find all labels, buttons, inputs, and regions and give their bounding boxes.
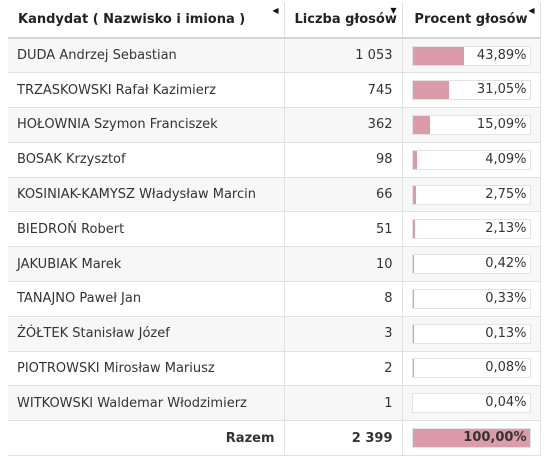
percent-bar-fill: [412, 185, 416, 204]
table-row: ŻÓŁTEK Stanisław Józef 3 0,13%: [8, 316, 541, 352]
total-percent-bar-fill: [412, 429, 530, 448]
vote-count: 1: [284, 385, 403, 422]
candidate-name: BOSAK Krzysztof: [8, 142, 285, 178]
table-row: TRZASKOWSKI Rafał Kazimierz 745 31,05%: [8, 72, 541, 109]
percent-value: 2,75%: [485, 186, 527, 202]
total-percent-cell: 100,00%: [402, 420, 541, 456]
table-row: DUDA Andrzej Sebastian 1 053 43,89%: [8, 38, 541, 74]
percent-bar: 2,75%: [411, 184, 531, 205]
table-row: WITKOWSKI Waldemar Włodzimierz 1 0,04%: [8, 385, 541, 422]
percent-bar: 0,08%: [411, 358, 531, 379]
total-label: Razem: [8, 420, 285, 456]
column-header-percent-label: Procent głosów: [414, 12, 528, 27]
percent-value: 0,33%: [485, 290, 527, 306]
percent-bar: 0,04%: [411, 393, 531, 414]
table-body: DUDA Andrzej Sebastian 1 053 43,89% TRZA…: [8, 38, 541, 456]
percent-bar: 15,09%: [411, 114, 531, 135]
header-row: Kandydat ( Nazwisko i imiona ) ◀ Liczba …: [8, 2, 541, 39]
vote-count: 3: [284, 316, 403, 352]
percent-bar-fill: [412, 46, 464, 65]
percent-cell: 2,13%: [402, 211, 541, 248]
percent-cell: 15,09%: [402, 107, 541, 143]
column-header-percent[interactable]: Procent głosów ◀: [402, 2, 541, 39]
vote-count: 10: [284, 246, 403, 282]
percent-bar: 2,13%: [411, 219, 531, 240]
percent-value: 2,13%: [485, 221, 527, 237]
vote-count: 2: [284, 351, 403, 387]
candidate-name: WITKOWSKI Waldemar Włodzimierz: [8, 385, 285, 422]
vote-count: 98: [284, 142, 403, 178]
percent-cell: 0,42%: [402, 246, 541, 282]
vote-count: 745: [284, 72, 403, 109]
percent-value: 4,09%: [485, 151, 527, 167]
vote-count: 66: [284, 177, 403, 213]
percent-value: 15,09%: [476, 116, 527, 132]
table-row: TANAJNO Paweł Jan 8 0,33%: [8, 281, 541, 317]
percent-cell: 2,75%: [402, 177, 541, 213]
column-header-candidate-label: Kandydat ( Nazwisko i imiona ): [18, 12, 246, 27]
percent-bar: 43,89%: [411, 45, 531, 66]
percent-bar: 4,09%: [411, 149, 531, 170]
vote-count: 8: [284, 281, 403, 317]
candidate-name: DUDA Andrzej Sebastian: [8, 38, 285, 74]
total-percent-bar: 100,00%: [411, 428, 531, 449]
table-row: HOŁOWNIA Szymon Franciszek 362 15,09%: [8, 107, 541, 143]
percent-bar-fill: [412, 150, 418, 169]
vote-count: 51: [284, 211, 403, 248]
column-header-candidate[interactable]: Kandydat ( Nazwisko i imiona ) ◀: [8, 2, 285, 39]
percent-cell: 0,04%: [402, 385, 541, 422]
percent-value: 0,42%: [485, 256, 527, 272]
table-row: JAKUBIAK Marek 10 0,42%: [8, 246, 541, 282]
percent-bar: 0,13%: [411, 323, 531, 344]
table-row: BIEDROŃ Robert 51 2,13%: [8, 211, 541, 248]
percent-value: 0,08%: [485, 360, 527, 376]
percent-value: 0,04%: [485, 395, 527, 411]
percent-value: 31,05%: [476, 82, 527, 98]
percent-cell: 0,08%: [402, 351, 541, 387]
candidate-name: ŻÓŁTEK Stanisław Józef: [8, 316, 285, 352]
table-header: Kandydat ( Nazwisko i imiona ) ◀ Liczba …: [8, 2, 541, 39]
table-row: BOSAK Krzysztof 98 4,09%: [8, 142, 541, 178]
column-header-votes-label: Liczba głosów: [294, 12, 397, 27]
caret-left-icon[interactable]: ◀: [528, 6, 535, 15]
candidate-name: BIEDROŃ Robert: [8, 211, 285, 248]
percent-bar: 0,42%: [411, 254, 531, 275]
total-row: Razem 2 399 100,00%: [8, 420, 541, 456]
column-header-votes[interactable]: Liczba głosów ▼: [284, 2, 403, 39]
table-row: KOSINIAK-KAMYSZ Władysław Marcin 66 2,75…: [8, 177, 541, 213]
candidate-name: HOŁOWNIA Szymon Franciszek: [8, 107, 285, 143]
percent-cell: 43,89%: [402, 38, 541, 74]
percent-bar-fill: [412, 115, 431, 134]
candidate-name: TRZASKOWSKI Rafał Kazimierz: [8, 72, 285, 109]
election-results-table: Kandydat ( Nazwisko i imiona ) ◀ Liczba …: [8, 2, 541, 456]
vote-count: 1 053: [284, 38, 403, 74]
candidate-name: PIOTROWSKI Mirosław Mariusz: [8, 351, 285, 387]
candidate-name: TANAJNO Paweł Jan: [8, 281, 285, 317]
candidate-name: JAKUBIAK Marek: [8, 246, 285, 282]
table-row: PIOTROWSKI Mirosław Mariusz 2 0,08%: [8, 351, 541, 387]
caret-down-icon[interactable]: ▼: [390, 6, 397, 15]
percent-bar-fill: [412, 81, 449, 100]
percent-bar-fill: [412, 220, 415, 239]
total-percent-value: 100,00%: [463, 430, 527, 446]
percent-cell: 4,09%: [402, 142, 541, 178]
percent-value: 0,13%: [485, 325, 527, 341]
percent-cell: 0,13%: [402, 316, 541, 352]
percent-cell: 0,33%: [402, 281, 541, 317]
caret-left-icon[interactable]: ◀: [272, 6, 279, 15]
percent-value: 43,89%: [476, 47, 527, 63]
candidate-name: KOSINIAK-KAMYSZ Władysław Marcin: [8, 177, 285, 213]
vote-count: 362: [284, 107, 403, 143]
percent-bar: 0,33%: [411, 288, 531, 309]
percent-bar: 31,05%: [411, 80, 531, 101]
total-votes: 2 399: [284, 420, 403, 456]
percent-cell: 31,05%: [402, 72, 541, 109]
